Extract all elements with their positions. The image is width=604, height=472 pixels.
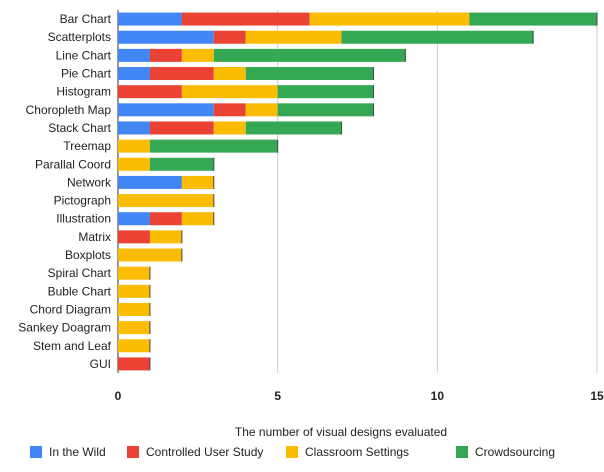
bar-segment	[118, 212, 150, 226]
category-label: Pie Chart	[61, 67, 112, 81]
bar-segment	[181, 48, 214, 62]
bar-segment	[118, 339, 150, 353]
category-label: GUI	[90, 357, 111, 371]
bar-segment	[118, 284, 150, 298]
grid-layer	[117, 10, 598, 373]
category-label: Histogram	[56, 85, 111, 99]
bar-segment	[118, 248, 182, 262]
category-label: Boxplots	[65, 248, 111, 262]
bar-segment	[118, 302, 150, 316]
bar-segment	[181, 12, 310, 26]
bar-segment	[118, 48, 150, 62]
category-label: Parallal Coord	[35, 157, 111, 171]
category-label: Choropleth Map	[26, 103, 112, 117]
category-label: Chord Diagram	[30, 302, 111, 316]
bar-segment	[213, 48, 406, 62]
bar-segment	[149, 139, 278, 153]
bar-segment	[469, 12, 597, 26]
bar-segment	[118, 30, 214, 44]
bar-segment	[149, 212, 182, 226]
bar-segment	[277, 85, 374, 99]
bar-segment	[118, 175, 182, 189]
legend-label: Controlled User Study	[146, 445, 263, 459]
category-label: Illustration	[56, 212, 111, 226]
bar-segment	[245, 121, 342, 135]
bar-segment	[181, 85, 278, 99]
bar-segment	[245, 103, 278, 117]
category-label: Network	[67, 175, 112, 189]
legend: In the Wild Controlled User Study Classroo…	[30, 445, 555, 459]
bar-segment	[118, 230, 150, 244]
category-label: Bar Chart	[60, 12, 112, 26]
bar-segment	[213, 121, 246, 135]
bar-segment	[309, 12, 470, 26]
bar-segment	[149, 48, 182, 62]
bar-segment	[213, 103, 246, 117]
category-label: Line Chart	[56, 48, 112, 62]
bar-segment	[118, 12, 182, 26]
bar-segment	[341, 30, 534, 44]
bar-segment	[118, 103, 214, 117]
bar-segment	[149, 230, 182, 244]
bar-segment	[118, 357, 150, 371]
x-tick-layer: 0 5 10 15	[115, 389, 604, 403]
bar-segment	[213, 30, 246, 44]
bar-segment	[118, 321, 150, 335]
category-label-layer: Bar Chart Scatterplots Line Chart Pie Chart…	[18, 12, 112, 371]
category-label: Matrix	[78, 230, 111, 244]
bar-segment	[213, 67, 246, 81]
bar-segment	[181, 175, 214, 189]
x-tick-label: 15	[590, 389, 604, 403]
category-label: Scatterplots	[48, 30, 111, 44]
bar-segment	[181, 212, 214, 226]
bar-segment	[118, 139, 150, 153]
legend-label: Classroom Settings	[305, 445, 409, 459]
legend-swatch	[286, 446, 298, 458]
bar-segment	[118, 85, 182, 99]
bar-segment	[118, 67, 150, 81]
x-tick-label: 10	[431, 389, 445, 403]
x-tick-label: 5	[274, 389, 281, 403]
bar-segment	[118, 121, 150, 135]
bar-segment	[149, 121, 214, 135]
x-tick-label: 0	[115, 389, 122, 403]
x-axis-title: The number of visual designs evaluated	[235, 425, 447, 439]
legend-label: Crowdsourcing	[475, 445, 555, 459]
category-label: Stack Chart	[48, 121, 111, 135]
bar-segment	[149, 67, 214, 81]
bar-segment	[118, 266, 150, 280]
category-label: Stem and Leaf	[33, 339, 112, 353]
category-label: Buble Chart	[48, 284, 112, 298]
category-label: Sankey Doagram	[18, 321, 111, 335]
bar-segment	[245, 67, 374, 81]
legend-label: In the Wild	[49, 445, 106, 459]
category-label: Treemap	[63, 139, 111, 153]
category-label: Spiral Chart	[48, 266, 112, 280]
bar-segment	[118, 157, 150, 171]
legend-swatch	[127, 446, 139, 458]
bar-segment	[118, 194, 214, 208]
legend-swatch	[30, 446, 42, 458]
bar-segment	[277, 103, 374, 117]
bar-layer	[118, 12, 598, 371]
bar-segment	[149, 157, 214, 171]
bar-segment	[245, 30, 342, 44]
category-label: Pictograph	[54, 194, 111, 208]
legend-swatch	[456, 446, 468, 458]
